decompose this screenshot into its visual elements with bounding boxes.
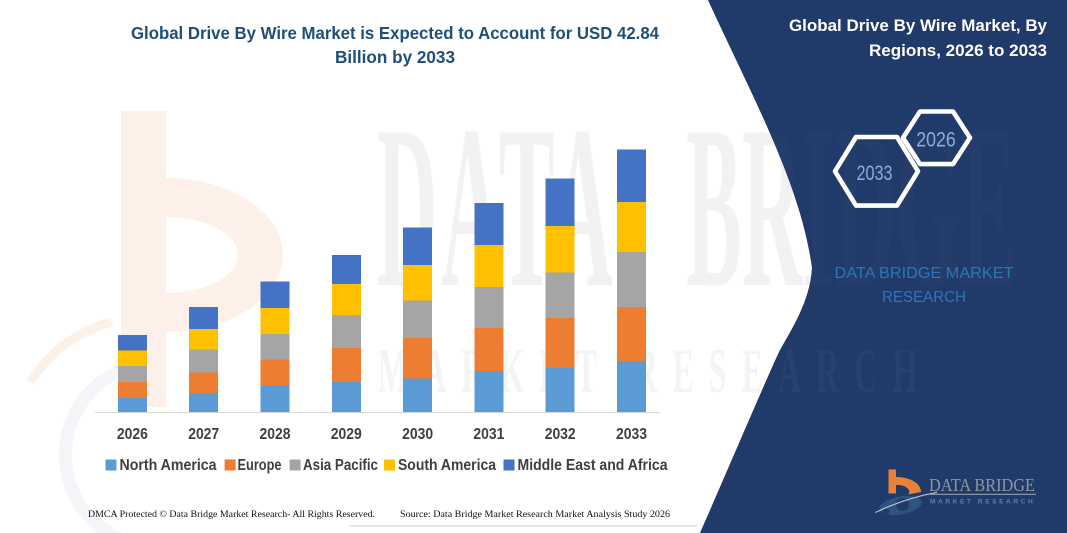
svg-text:Europe: Europe (238, 457, 282, 474)
svg-text:Asia Pacific: Asia Pacific (303, 457, 378, 474)
svg-text:MARKET RESEARCH: MARKET RESEARCH (930, 499, 1035, 506)
svg-text:Middle East and Africa: Middle East and Africa (518, 457, 668, 474)
svg-text:DATA BRIDGE MARKET: DATA BRIDGE MARKET (835, 265, 1014, 282)
svg-text:2026: 2026 (117, 426, 148, 443)
svg-text:South America: South America (398, 457, 496, 474)
svg-text:2031: 2031 (473, 426, 504, 443)
svg-text:North America: North America (120, 457, 217, 474)
svg-text:MARKET RESEARCH: MARKET RESEARCH (378, 335, 932, 406)
svg-text:2026: 2026 (916, 128, 956, 152)
svg-text:2033: 2033 (857, 161, 893, 185)
svg-text:Source: Data Bridge Market Res: Source: Data Bridge Market Research Mark… (400, 510, 670, 520)
svg-text:2033: 2033 (616, 426, 647, 443)
svg-text:2027: 2027 (188, 426, 219, 443)
svg-text:Regions, 2026 to 2033: Regions, 2026 to 2033 (869, 41, 1047, 60)
svg-text:Billion by 2033: Billion by 2033 (335, 47, 455, 67)
svg-text:2028: 2028 (260, 426, 291, 443)
svg-text:Global Drive By Wire Market is: Global Drive By Wire Market is Expected … (131, 23, 659, 43)
svg-text:DMCA Protected © Data Bridge M: DMCA Protected © Data Bridge Market Rese… (88, 509, 375, 520)
svg-text:2032: 2032 (545, 426, 576, 443)
svg-text:2029: 2029 (331, 426, 362, 443)
svg-text:Global Drive By Wire Market, B: Global Drive By Wire Market, By (789, 16, 1048, 35)
svg-text:DATA BRIDGE: DATA BRIDGE (929, 475, 1035, 495)
svg-text:2030: 2030 (402, 426, 433, 443)
svg-text:RESEARCH: RESEARCH (882, 289, 966, 306)
